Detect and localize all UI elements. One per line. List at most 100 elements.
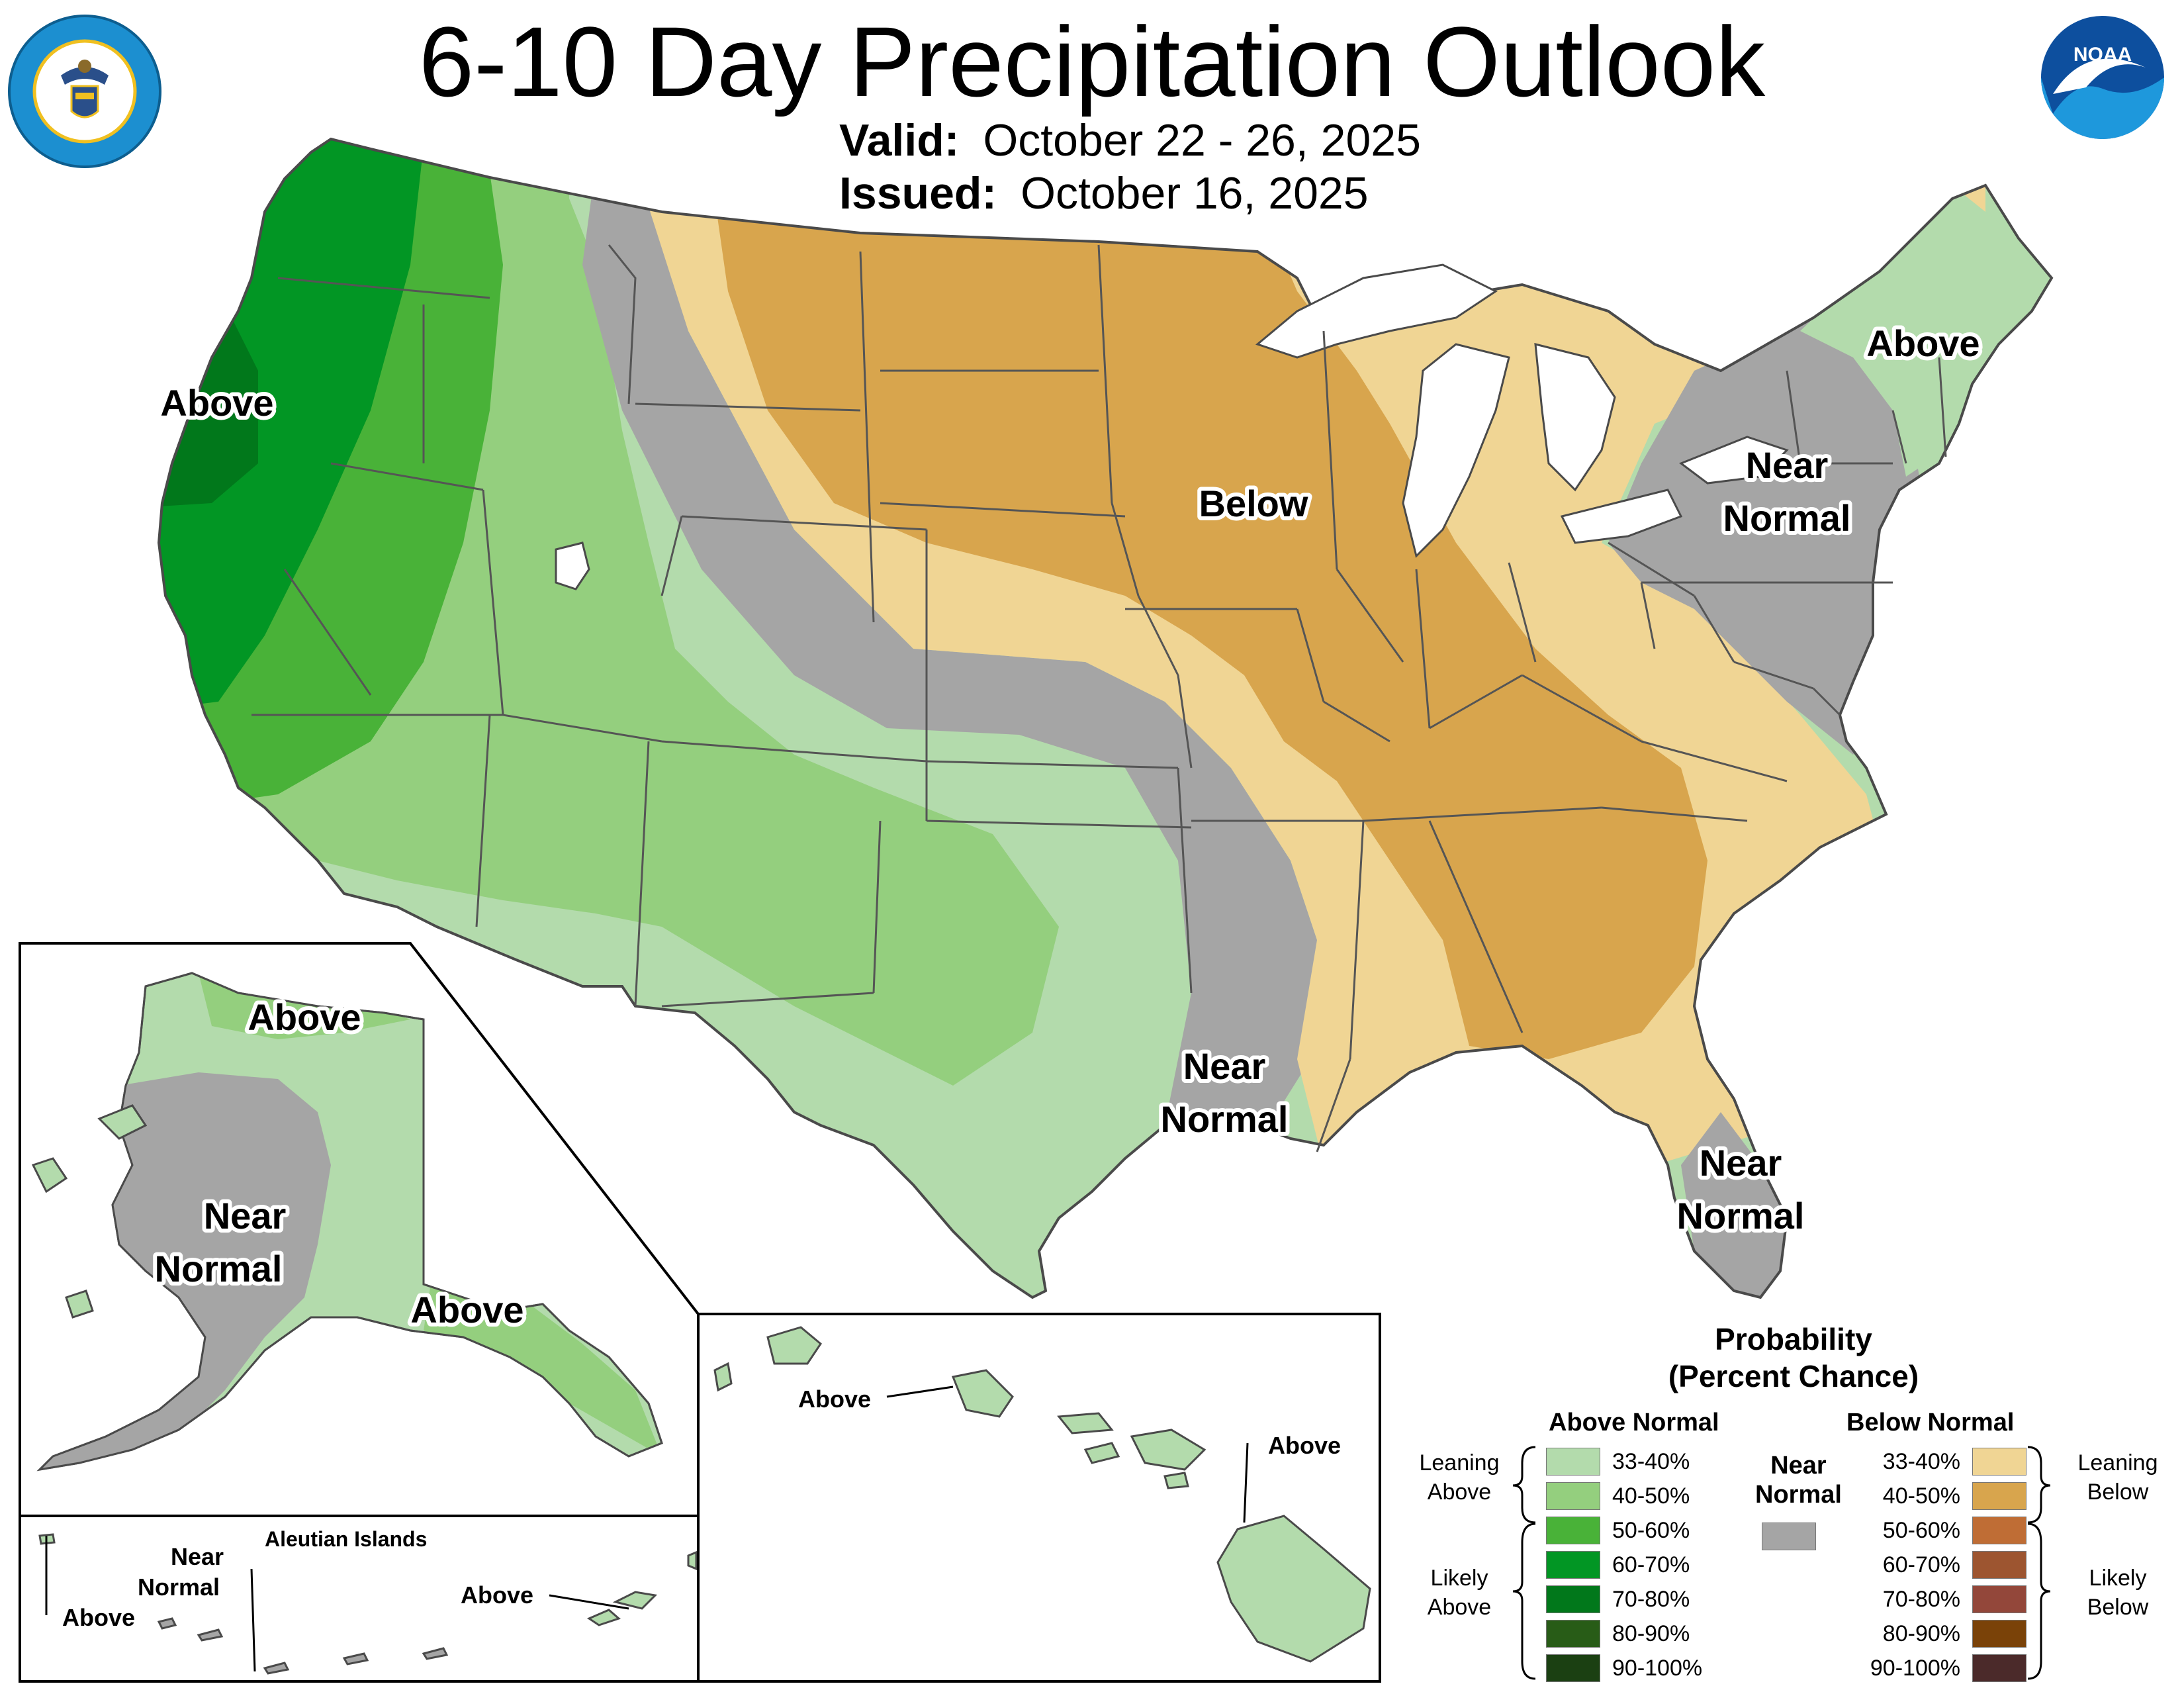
legend-below-range-label: 33-40%: [1882, 1448, 1960, 1474]
legend-leaning-above-2: Above: [1427, 1479, 1492, 1505]
legend-above-swatch: [1546, 1517, 1600, 1544]
legend-below-swatch: [1972, 1517, 2026, 1544]
legend-below-swatch: [1972, 1585, 2026, 1613]
alaska-islands: [31, 1104, 148, 1319]
hi-label-above-2: Above: [1268, 1432, 1341, 1459]
legend-above-range-label: 80-90%: [1612, 1620, 1690, 1646]
legend-below-range-label: 40-50%: [1882, 1483, 1960, 1509]
label-below: Below: [1199, 483, 1308, 524]
hawaii-inset: Above Above: [697, 1313, 1381, 1683]
hawaii-islands: [713, 1326, 1371, 1663]
ak-label-near-normal-1: Near: [204, 1195, 287, 1237]
conus-outline: [157, 137, 2054, 1299]
legend-below-swatch: [1972, 1620, 2026, 1648]
legend-above-row-4: 60-70%: [1546, 1550, 1690, 1579]
legend-below-swatch: [1972, 1654, 2026, 1682]
legend-likely-above-1: Likely: [1430, 1566, 1488, 1591]
aleutian-islands: [38, 1533, 698, 1626]
legend-above-range-label: 90-100%: [1612, 1655, 1703, 1681]
label-near-normal-ne-2: Normal: [1723, 497, 1851, 539]
legend-below-row-2: 40-50%: [1861, 1481, 2026, 1511]
legend-above-row-1: 33-40%: [1546, 1447, 1690, 1476]
legend-below-row-1: 33-40%: [1861, 1447, 2026, 1476]
legend-near-swatch: [1762, 1523, 1816, 1550]
issued-label: Issued:: [839, 168, 997, 218]
state-borders: [251, 244, 1947, 1152]
noaa-logo: NOAA: [2041, 16, 2164, 139]
legend-below-row-5: 70-80%: [1861, 1585, 2026, 1614]
legend-braces: [1512, 1446, 2051, 1680]
legend-leaning-below-2: Below: [2087, 1479, 2149, 1505]
label-above-ne: Above: [1866, 322, 1979, 364]
legend-below-range-label: 80-90%: [1882, 1620, 1960, 1646]
label-near-normal-south-1: Near: [1183, 1045, 1266, 1087]
zone-near-normal-fl: [1681, 1112, 1787, 1297]
aleutian-above-e: Above: [461, 1581, 533, 1609]
aleutian-near-2: Normal: [138, 1573, 220, 1601]
legend-likely-above-2: Above: [1427, 1595, 1492, 1620]
legend-below-row-6: 80-90%: [1861, 1619, 2026, 1648]
legend-above-swatch: [1546, 1654, 1600, 1682]
legend-near-header-1: Near: [1770, 1452, 1827, 1479]
legend-below-swatch: [1972, 1448, 2026, 1476]
aleutian-near-1: Near: [171, 1543, 224, 1570]
zone-near-normal-ne: [1608, 318, 1919, 755]
legend-likely-below: Likely Below: [2058, 1564, 2177, 1622]
legend-below-range-label: 60-70%: [1882, 1552, 1960, 1577]
legend-above-range-label: 60-70%: [1612, 1552, 1690, 1577]
hi-label-above-1: Above: [798, 1385, 871, 1413]
legend-above-swatch: [1546, 1482, 1600, 1510]
ak-label-above-north: Above: [248, 996, 361, 1038]
valid-date: October 22 - 26, 2025: [983, 115, 1421, 165]
issued-line: Issued: October 16, 2025: [839, 167, 1369, 220]
legend-below-row-3: 50-60%: [1861, 1516, 2026, 1545]
legend-leaning-below: Leaning Below: [2058, 1448, 2177, 1507]
label-near-normal-south-2: Normal: [1161, 1098, 1289, 1140]
alaska-inset: Above Near Normal Above: [19, 942, 700, 1517]
legend-above-range-label: 70-80%: [1612, 1586, 1690, 1612]
legend-above-range-label: 33-40%: [1612, 1448, 1690, 1474]
label-near-normal-fl-2: Normal: [1677, 1195, 1805, 1237]
legend-below-range-label: 50-60%: [1882, 1517, 1960, 1543]
alaska-outline: [36, 972, 663, 1472]
legend-above-row-5: 70-80%: [1546, 1585, 1690, 1614]
legend-above-row-7: 90-100%: [1546, 1654, 1702, 1683]
legend-below-row-4: 60-70%: [1861, 1550, 2026, 1579]
legend-leaning-above: Leaning Above: [1403, 1448, 1516, 1507]
legend-above-row-6: 80-90%: [1546, 1619, 1690, 1648]
great-salt-lake: [555, 541, 590, 590]
zone-below-40-50: [715, 199, 1707, 1059]
legend-below-swatch: [1972, 1551, 2026, 1579]
legend-above-swatch: [1546, 1585, 1600, 1613]
legend-likely-below-1: Likely: [2089, 1566, 2147, 1591]
legend-above-swatch: [1546, 1620, 1600, 1648]
ak-label-near-normal-2: Normal: [155, 1248, 283, 1289]
issued-date: October 16, 2025: [1021, 168, 1369, 218]
legend-near-header: Near Normal: [1755, 1451, 1842, 1509]
legend-leaning-below-1: Leaning: [2077, 1450, 2158, 1476]
legend-above-row-3: 50-60%: [1546, 1516, 1690, 1545]
legend-above-row-2: 40-50%: [1546, 1481, 1690, 1511]
legend-above-range-label: 50-60%: [1612, 1517, 1690, 1543]
aleutian-near-islands: [157, 1617, 449, 1675]
legend-below-range-label: 90-100%: [1870, 1655, 1960, 1681]
legend-below-row-7: 90-100%: [1861, 1654, 2026, 1683]
ak-label-above-south: Above: [410, 1289, 523, 1331]
great-lakes: [1255, 263, 1789, 558]
valid-line: Valid: October 22 - 26, 2025: [839, 114, 1421, 167]
legend-above-header: Above Normal: [1549, 1409, 1719, 1436]
legend-below-range-label: 70-80%: [1882, 1586, 1960, 1612]
label-above-west: Above: [160, 382, 273, 424]
legend-leaning-above-1: Leaning: [1419, 1450, 1500, 1476]
legend-above-swatch: [1546, 1448, 1600, 1476]
legend-below-header: Below Normal: [1846, 1409, 2015, 1436]
label-near-normal-ne-1: Near: [1746, 444, 1829, 486]
legend-below-swatch: [1972, 1482, 2026, 1510]
label-near-normal-fl-1: Near: [1700, 1142, 1782, 1184]
aleutian-above-w: Above: [62, 1604, 135, 1631]
legend-above-swatch: [1546, 1551, 1600, 1579]
map-title: 6-10 Day Precipitation Outlook: [418, 6, 1766, 117]
legend-title: Probability (Percent Chance): [1390, 1321, 2184, 1395]
legend-title-line1: Probability: [1715, 1322, 1872, 1356]
